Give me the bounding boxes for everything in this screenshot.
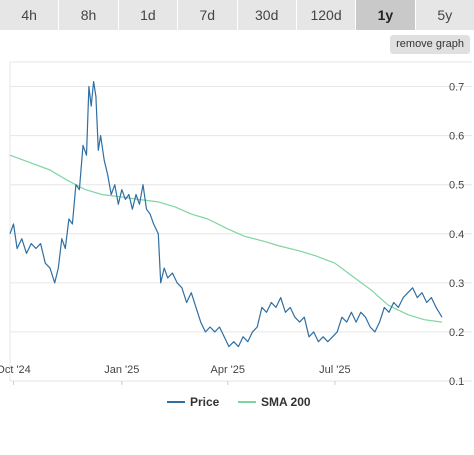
y-tick-labels: 0.1 0.2 0.3 0.4 0.5 0.6 0.7 — [449, 82, 464, 388]
remove-graph-button[interactable]: remove graph — [390, 35, 470, 54]
price-chart: 0.1 0.2 0.3 0.4 0.5 0.6 0.7 Oct '24 Jan '25 Apr … — [0, 61, 472, 388]
legend-swatch — [167, 401, 185, 403]
timeframe-tabs: 4h 8h 1d 7d 30d 120d 1y 5y — [0, 0, 474, 30]
tab-30d[interactable]: 30d — [237, 0, 297, 30]
series-lines — [9, 81, 443, 348]
x-tick-labels: Oct '24 Jan '25 Apr '25 Jul '25 — [0, 364, 351, 385]
y-tick-label: 0.7 — [449, 82, 464, 94]
legend-swatch — [238, 401, 256, 403]
y-tick-label: 0.2 — [449, 327, 464, 339]
x-tick-label: Jul '25 — [319, 364, 350, 376]
tab-120d[interactable]: 120d — [296, 0, 357, 30]
tab-4h[interactable]: 4h — [0, 0, 60, 30]
legend-label: Price — [190, 395, 220, 409]
tab-1y[interactable]: 1y — [356, 0, 416, 30]
tab-1d[interactable]: 1d — [118, 0, 179, 30]
tab-7d[interactable]: 7d — [178, 0, 238, 30]
price-line — [9, 81, 443, 348]
x-tick-label: Jan '25 — [104, 364, 139, 376]
tab-5y[interactable]: 5y — [415, 0, 474, 30]
y-tick-label: 0.4 — [449, 229, 464, 241]
y-tick-label: 0.6 — [449, 131, 464, 143]
x-tick-label: Apr '25 — [211, 364, 246, 376]
chart-legend: Price SMA 200 — [0, 393, 474, 411]
legend-item-sma-200[interactable]: SMA 200 — [238, 393, 311, 411]
sma-200-line — [9, 154, 443, 323]
tab-8h[interactable]: 8h — [59, 0, 119, 30]
y-tick-label: 0.1 — [449, 376, 464, 388]
legend-item-price[interactable]: Price — [167, 393, 219, 411]
grid-lines — [9, 61, 472, 382]
legend-label: SMA 200 — [261, 395, 311, 409]
x-tick-label: Oct '24 — [0, 364, 31, 376]
y-tick-label: 0.5 — [449, 180, 464, 192]
y-tick-label: 0.3 — [449, 278, 464, 290]
